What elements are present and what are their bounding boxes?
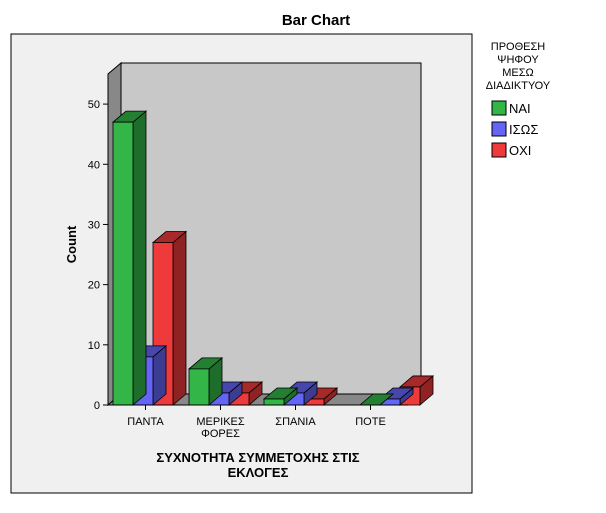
x-tick-label: ΠΑΝΤΑ [127,416,164,428]
x-tick-label: ΜΕΡΙΚΕΣ [196,416,245,428]
bar [188,368,210,406]
y-tick-label: 10 [88,340,100,352]
legend-title: ΜΕΣΩ [502,67,534,79]
legend-swatch [491,100,507,116]
x-tick-label: ΠΟΤΕ [355,416,386,428]
y-axis-label: Count [64,225,79,263]
x-tick-label: ΦΟΡΕΣ [201,428,240,440]
legend-label: ΝΑΙ [509,101,531,116]
bar [112,121,134,406]
legend-swatch [491,121,507,137]
legend-swatch [491,142,507,158]
x-tick-label: ΣΠΑΝΙΑ [275,416,316,428]
bar-side [132,110,147,406]
legend-title: ΔΙΑΔΙΚΤΥΟΥ [486,80,551,92]
y-tick-label: 20 [88,280,100,292]
y-tick-label: 0 [94,400,100,412]
legend-label: ΙΣΩΣ [509,122,538,137]
bar [263,398,285,406]
legend-label: ΟΧΙ [509,143,531,158]
y-tick-label: 40 [88,159,100,171]
bar-side [172,230,187,406]
legend-title: ΨΗΦΟΥ [497,54,539,66]
y-tick-label: 30 [88,219,100,231]
chart-title: Bar Chart [282,12,350,29]
legend-title: ΠΡΟΘΕΣΗ [491,41,546,53]
y-tick-label: 50 [88,99,100,111]
x-axis-label: ΣΥΧΝΟΤΗΤΑ ΣΥΜΜΕΤΟΧΗΣ ΣΤΙΣ [156,450,359,465]
x-axis-label: ΕΚΛΟΓΕΣ [228,465,289,480]
